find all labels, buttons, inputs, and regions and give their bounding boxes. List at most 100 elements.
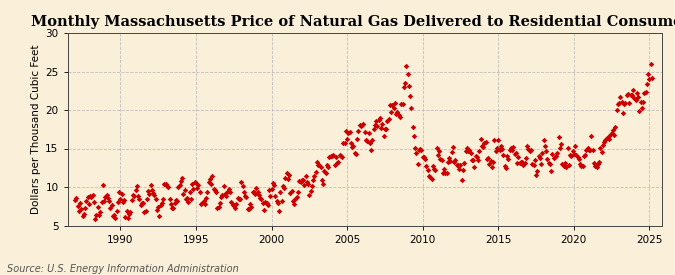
Point: [624, 101, 634, 105]
Point: [228, 203, 239, 208]
Point: [404, 84, 414, 88]
Point: [571, 153, 582, 158]
Point: [280, 175, 291, 180]
Point: [70, 198, 80, 202]
Point: [645, 62, 656, 67]
Point: [315, 165, 326, 170]
Point: [77, 214, 88, 218]
Point: [448, 144, 458, 149]
Point: [464, 147, 475, 152]
Point: [459, 161, 470, 166]
Point: [173, 185, 184, 189]
Point: [454, 167, 464, 172]
Point: [566, 154, 576, 159]
Point: [205, 176, 215, 181]
Point: [306, 183, 317, 188]
Point: [285, 191, 296, 195]
Point: [126, 198, 137, 202]
Point: [536, 161, 547, 166]
Point: [507, 148, 518, 153]
Point: [499, 164, 510, 168]
Point: [226, 200, 237, 204]
Point: [392, 110, 403, 114]
Point: [443, 160, 454, 164]
Point: [469, 164, 480, 169]
Title: Monthly Massachusetts Price of Natural Gas Delivered to Residential Consumers: Monthly Massachusetts Price of Natural G…: [31, 15, 675, 29]
Point: [557, 162, 568, 167]
Point: [490, 149, 501, 153]
Point: [200, 196, 211, 201]
Point: [109, 213, 119, 217]
Point: [529, 158, 540, 163]
Point: [347, 145, 358, 150]
Point: [266, 186, 277, 191]
Point: [411, 150, 422, 155]
Point: [378, 134, 389, 138]
Point: [402, 72, 413, 76]
Point: [513, 155, 524, 159]
Point: [502, 153, 512, 158]
Point: [304, 193, 315, 197]
Point: [114, 190, 125, 194]
Point: [139, 210, 150, 214]
Point: [106, 203, 117, 207]
Point: [169, 200, 180, 205]
Point: [357, 123, 368, 128]
Point: [334, 153, 345, 157]
Point: [259, 208, 269, 212]
Point: [157, 201, 167, 205]
Point: [446, 150, 457, 154]
Point: [364, 141, 375, 145]
Point: [135, 203, 146, 207]
Point: [407, 125, 418, 129]
Point: [626, 92, 637, 97]
Point: [556, 142, 566, 146]
Point: [584, 148, 595, 152]
Point: [578, 153, 589, 158]
Point: [554, 134, 564, 139]
Point: [350, 152, 361, 156]
Point: [484, 161, 495, 166]
Point: [373, 118, 384, 122]
Point: [198, 199, 209, 204]
Point: [481, 139, 491, 144]
Point: [236, 180, 247, 184]
Point: [248, 189, 259, 194]
Point: [331, 161, 342, 165]
Point: [406, 106, 416, 110]
Point: [629, 96, 640, 100]
Point: [182, 196, 192, 200]
Point: [348, 144, 359, 148]
Point: [581, 148, 592, 152]
Point: [145, 183, 156, 188]
Point: [452, 162, 462, 167]
Point: [208, 187, 219, 191]
Point: [313, 163, 323, 167]
Point: [321, 163, 332, 167]
Point: [343, 131, 354, 135]
Point: [580, 152, 591, 157]
Point: [80, 206, 90, 210]
Point: [159, 182, 170, 186]
Point: [643, 72, 653, 76]
Point: [264, 188, 275, 192]
Point: [225, 190, 236, 195]
Point: [601, 135, 612, 140]
Point: [542, 156, 553, 161]
Point: [176, 178, 186, 183]
Point: [119, 198, 130, 203]
Point: [134, 197, 144, 201]
Point: [116, 191, 127, 196]
Point: [125, 210, 136, 214]
Point: [215, 201, 225, 205]
Point: [242, 206, 253, 211]
Point: [603, 136, 614, 140]
Point: [396, 102, 406, 106]
Y-axis label: Dollars per Thousand Cubic Feet: Dollars per Thousand Cubic Feet: [31, 45, 41, 214]
Point: [367, 138, 378, 142]
Point: [574, 162, 585, 166]
Point: [251, 186, 262, 191]
Point: [397, 102, 408, 106]
Point: [196, 202, 207, 207]
Point: [466, 158, 477, 162]
